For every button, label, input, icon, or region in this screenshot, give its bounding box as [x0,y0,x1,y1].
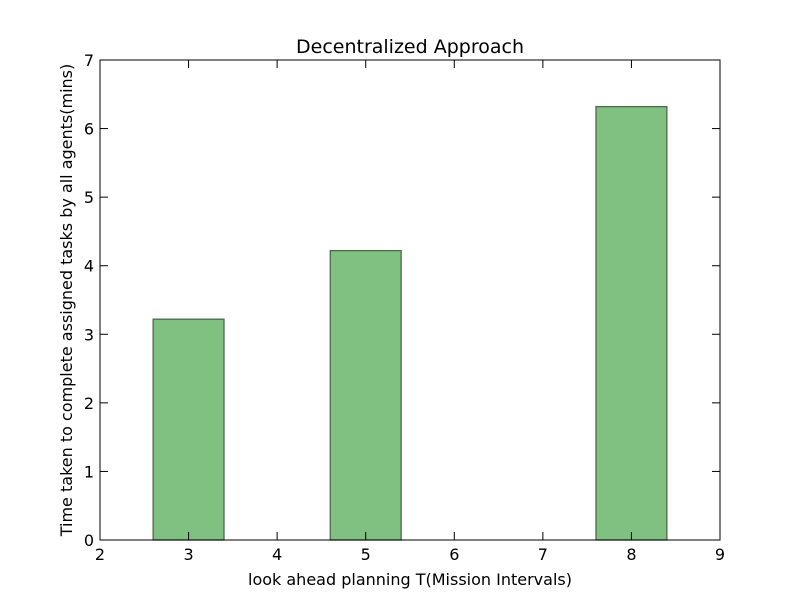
y-tick-label-5: 5 [84,188,94,207]
bar-8 [595,105,668,541]
x-tick-label-3: 3 [183,545,193,564]
ticks [99,59,721,541]
x-tick-label-2: 2 [95,545,105,564]
x-tick-label-4: 4 [272,545,282,564]
y-tick-label-4: 4 [84,257,94,276]
y-tick-label-7: 7 [84,51,94,70]
x-tick-label-9: 9 [715,545,725,564]
x-tick-label-8: 8 [626,545,636,564]
x-tick-label-5: 5 [361,545,371,564]
chart-title: Decentralized Approach [296,36,524,58]
y-tick-label-0: 0 [84,531,94,550]
bar-5 [329,249,402,541]
x-tick-label-6: 6 [449,545,459,564]
y-tick-label-2: 2 [84,394,94,413]
tick-labels: 2 3 4 5 6 7 8 9 0 1 2 3 4 5 6 7 [84,51,725,564]
y-tick-label-3: 3 [84,325,94,344]
bar-3 [152,318,225,541]
x-tick-label-7: 7 [538,545,548,564]
bars [152,105,668,541]
plot-frame [99,59,721,541]
y-axis-label: Time taken to complete assigned tasks by… [57,64,76,538]
x-axis-label: look ahead planning T(Mission Intervals) [248,570,572,589]
y-tick-label-6: 6 [84,120,94,139]
y-tick-label-1: 1 [84,462,94,481]
